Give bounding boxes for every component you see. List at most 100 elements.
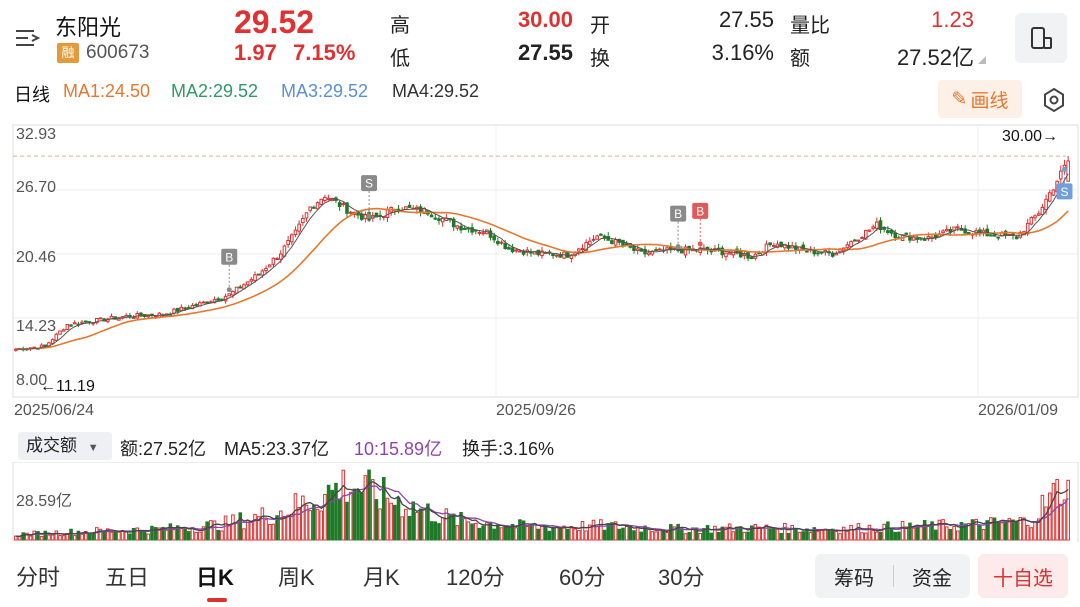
volume-bar: [418, 508, 423, 541]
candlestick: [830, 252, 835, 257]
amount-label: 额: [790, 48, 810, 70]
candlestick: [54, 333, 59, 341]
volume-bar: [952, 525, 956, 541]
candlestick: [297, 223, 301, 232]
volume-bar: [286, 514, 290, 541]
marker-label: B: [696, 204, 704, 218]
candlestick: [1036, 213, 1041, 216]
volume-bar: [628, 525, 633, 541]
volume-bar: [985, 520, 990, 541]
draw-line-label: 画线: [970, 90, 1009, 112]
volume-bar: [242, 528, 246, 541]
volume-bar: [713, 525, 717, 541]
marker-label: S: [1060, 185, 1068, 199]
candlestick: [267, 264, 272, 268]
amount-value: 27.52亿: [896, 45, 974, 70]
volume-bar: [157, 527, 162, 541]
volume-bar: [1059, 503, 1063, 541]
active-tab-indicator: [207, 598, 227, 602]
volume-bar: [153, 527, 158, 541]
candlestick: [514, 249, 519, 252]
volume-bar: [646, 529, 651, 541]
candlestick: [83, 320, 88, 323]
candlestick: [256, 273, 261, 276]
candlestick: [599, 233, 603, 236]
volume-bar: [393, 504, 397, 541]
volume-bar: [944, 526, 949, 541]
volume-bar: [367, 469, 371, 541]
volume-chart[interactable]: [0, 462, 1080, 542]
tab-120min[interactable]: 120分: [446, 565, 505, 590]
candlestick: [1051, 189, 1056, 196]
turnover-value: 3.16%: [711, 40, 774, 65]
volume-bar: [749, 525, 754, 541]
volume-bar: [1025, 524, 1030, 541]
volume-bar: [186, 531, 191, 541]
volume-bar: [554, 525, 559, 541]
volume-bar: [845, 530, 850, 541]
candlestick: [98, 317, 103, 320]
volume-bar: [617, 528, 622, 541]
volume-bar: [926, 525, 931, 541]
volume-bar: [139, 529, 143, 541]
volume-bar: [816, 530, 820, 541]
volume-bar: [39, 535, 44, 541]
volume-bar: [426, 503, 430, 541]
volume-bar: [404, 508, 408, 541]
volume-bar: [323, 493, 327, 541]
candlestick-chart[interactable]: BSB BS: [0, 120, 1080, 400]
add-watchlist-button[interactable]: 十自选: [978, 554, 1068, 598]
tab-60min[interactable]: 60分: [559, 565, 606, 590]
volume-bar: [856, 523, 861, 541]
volume-bar: [580, 521, 585, 541]
candlestick: [849, 241, 853, 248]
candlestick: [978, 229, 982, 233]
volume-bar: [301, 495, 305, 541]
volume-bar: [1055, 479, 1059, 541]
tab-five-day[interactable]: 五日: [105, 565, 150, 590]
tab-daily-k[interactable]: 日K: [196, 565, 234, 590]
candlestick: [61, 329, 66, 332]
landscape-toggle-button[interactable]: [1015, 13, 1067, 63]
tab-30min[interactable]: 30分: [658, 565, 705, 590]
candlestick: [451, 218, 456, 228]
volume-bar: [385, 497, 390, 541]
candlestick: [499, 241, 504, 244]
stock-code: 600673: [86, 42, 150, 63]
price-tick-label: 32.93: [16, 126, 57, 143]
volume-bar: [536, 528, 541, 541]
candlestick: [69, 324, 73, 327]
draw-line-button[interactable]: ✎ 画线: [938, 80, 1022, 118]
candlestick: [1014, 236, 1019, 240]
volume-bar: [146, 533, 151, 541]
volume-bar: [470, 523, 474, 541]
chips-button[interactable]: 筹码 资金: [815, 554, 970, 598]
volume-bar: [661, 530, 666, 541]
candlestick: [507, 247, 511, 250]
volume-bar: [194, 531, 198, 541]
volume-bar: [359, 492, 364, 541]
volume-bar: [514, 527, 519, 541]
volume-bar: [801, 531, 806, 541]
volume-indicator-select[interactable]: 成交额 ▼: [18, 432, 112, 460]
menu-icon[interactable]: [14, 28, 41, 48]
tab-intraday[interactable]: 分时: [16, 565, 61, 590]
tab-weekly-k[interactable]: 周K: [278, 565, 315, 590]
volume-bar: [50, 534, 55, 541]
volume-bar: [838, 533, 842, 541]
volume-bar: [919, 524, 923, 541]
volume-bar: [161, 526, 165, 541]
tab-monthly-k[interactable]: 月K: [363, 565, 400, 590]
settings-hexagon-icon[interactable]: [1040, 86, 1068, 114]
volume-bar: [440, 517, 445, 541]
marker-dot: [675, 244, 681, 250]
volume-bar: [996, 522, 1001, 541]
candlestick: [492, 235, 496, 241]
stock-name: 东阳光: [55, 15, 122, 40]
volume-bar: [451, 513, 456, 541]
volume-bar: [1029, 527, 1034, 541]
candlestick: [606, 236, 611, 241]
volume-bar: [499, 527, 504, 541]
price-tick-label: 14.23: [16, 318, 57, 335]
candlestick: [783, 243, 787, 249]
